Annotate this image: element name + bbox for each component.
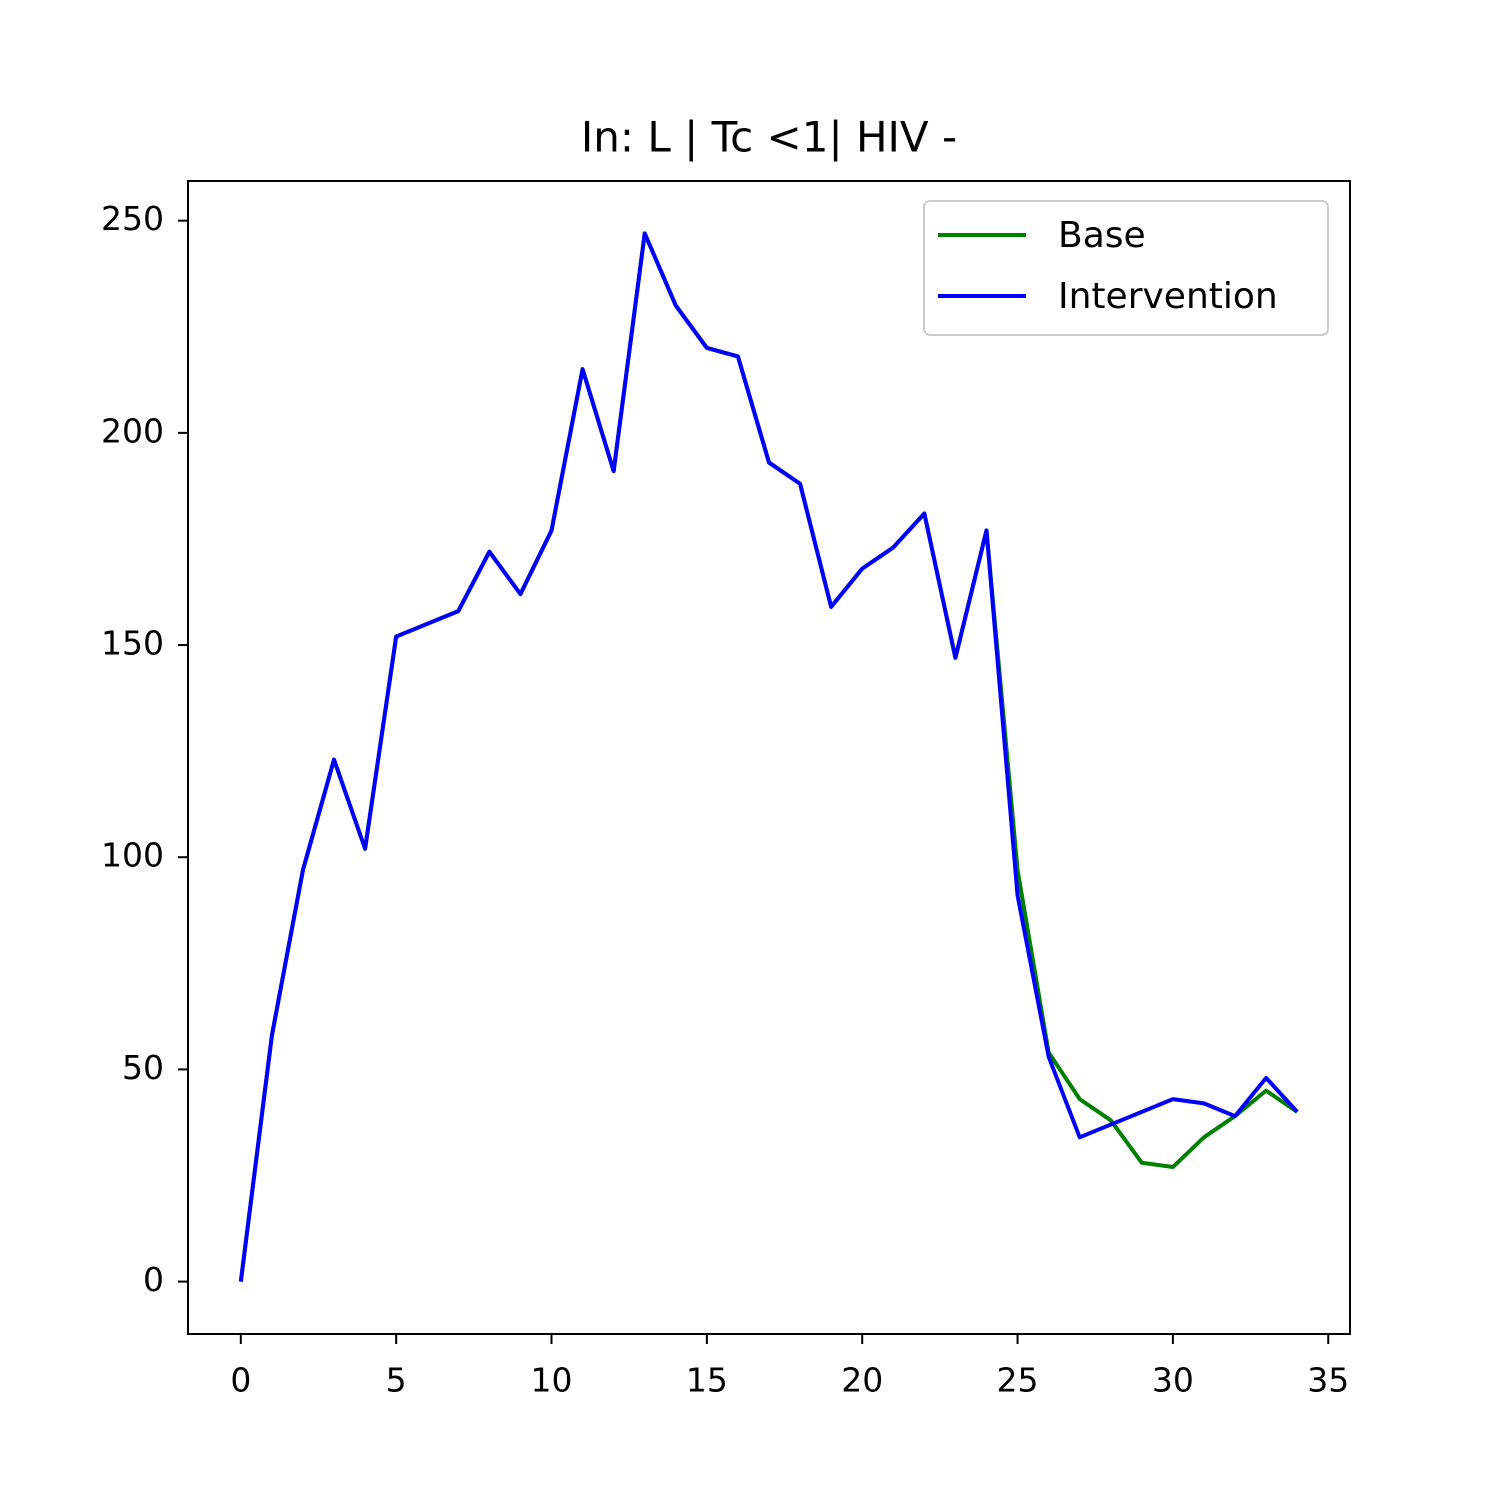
y-tick-label: 150	[101, 624, 164, 663]
y-tick-label: 100	[101, 836, 164, 875]
legend-label: Base	[1058, 215, 1146, 256]
x-tick-label: 30	[1152, 1361, 1194, 1400]
x-tick-label: 35	[1307, 1361, 1349, 1400]
data-line	[238, 231, 1299, 1282]
x-tick-label: 25	[997, 1361, 1039, 1400]
y-tick-label: 250	[101, 199, 164, 238]
y-tick-label: 50	[122, 1048, 164, 1087]
axes-frame	[187, 180, 1351, 1335]
chart-title: In: L | Tc <1| HIV -	[581, 113, 957, 162]
legend-label: Intervention	[1058, 276, 1278, 317]
y-tick-label: 0	[143, 1260, 164, 1299]
x-tick-label: 20	[841, 1361, 883, 1400]
x-tick-label: 10	[531, 1361, 573, 1400]
x-tick-label: 0	[230, 1361, 251, 1400]
x-tick-label: 15	[686, 1361, 728, 1400]
x-tick-label: 5	[386, 1361, 407, 1400]
y-tick-label: 200	[101, 411, 164, 450]
